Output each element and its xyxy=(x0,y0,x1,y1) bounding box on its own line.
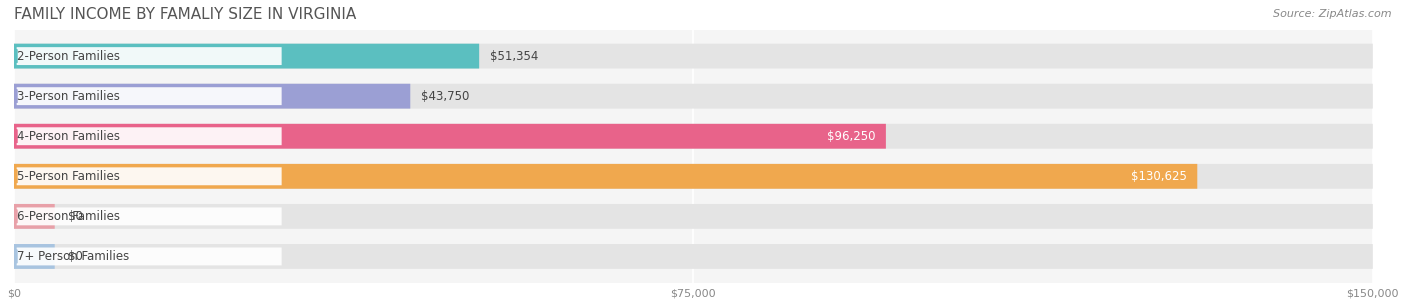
Text: $43,750: $43,750 xyxy=(422,90,470,103)
Text: 7+ Person Families: 7+ Person Families xyxy=(17,250,129,263)
FancyBboxPatch shape xyxy=(17,207,281,225)
FancyBboxPatch shape xyxy=(14,124,1372,149)
Text: 6-Person Families: 6-Person Families xyxy=(17,210,120,223)
FancyBboxPatch shape xyxy=(14,244,1372,269)
Text: $0: $0 xyxy=(69,210,83,223)
FancyBboxPatch shape xyxy=(14,84,411,109)
Text: Source: ZipAtlas.com: Source: ZipAtlas.com xyxy=(1274,9,1392,19)
FancyBboxPatch shape xyxy=(17,47,281,65)
FancyBboxPatch shape xyxy=(14,244,55,269)
Text: $0: $0 xyxy=(69,250,83,263)
Text: 2-Person Families: 2-Person Families xyxy=(17,50,120,63)
Text: 5-Person Families: 5-Person Families xyxy=(17,170,120,183)
FancyBboxPatch shape xyxy=(14,204,1372,229)
Text: 4-Person Families: 4-Person Families xyxy=(17,130,120,143)
Text: FAMILY INCOME BY FAMALIY SIZE IN VIRGINIA: FAMILY INCOME BY FAMALIY SIZE IN VIRGINI… xyxy=(14,7,356,22)
FancyBboxPatch shape xyxy=(14,164,1198,189)
FancyBboxPatch shape xyxy=(17,248,281,265)
Text: $130,625: $130,625 xyxy=(1130,170,1187,183)
FancyBboxPatch shape xyxy=(14,204,55,229)
Text: $51,354: $51,354 xyxy=(491,50,538,63)
FancyBboxPatch shape xyxy=(17,167,281,185)
FancyBboxPatch shape xyxy=(17,127,281,145)
FancyBboxPatch shape xyxy=(17,87,281,105)
FancyBboxPatch shape xyxy=(14,164,1372,189)
FancyBboxPatch shape xyxy=(14,84,1372,109)
FancyBboxPatch shape xyxy=(14,44,479,69)
Text: $96,250: $96,250 xyxy=(827,130,875,143)
Text: 3-Person Families: 3-Person Families xyxy=(17,90,120,103)
FancyBboxPatch shape xyxy=(14,44,1372,69)
FancyBboxPatch shape xyxy=(14,124,886,149)
